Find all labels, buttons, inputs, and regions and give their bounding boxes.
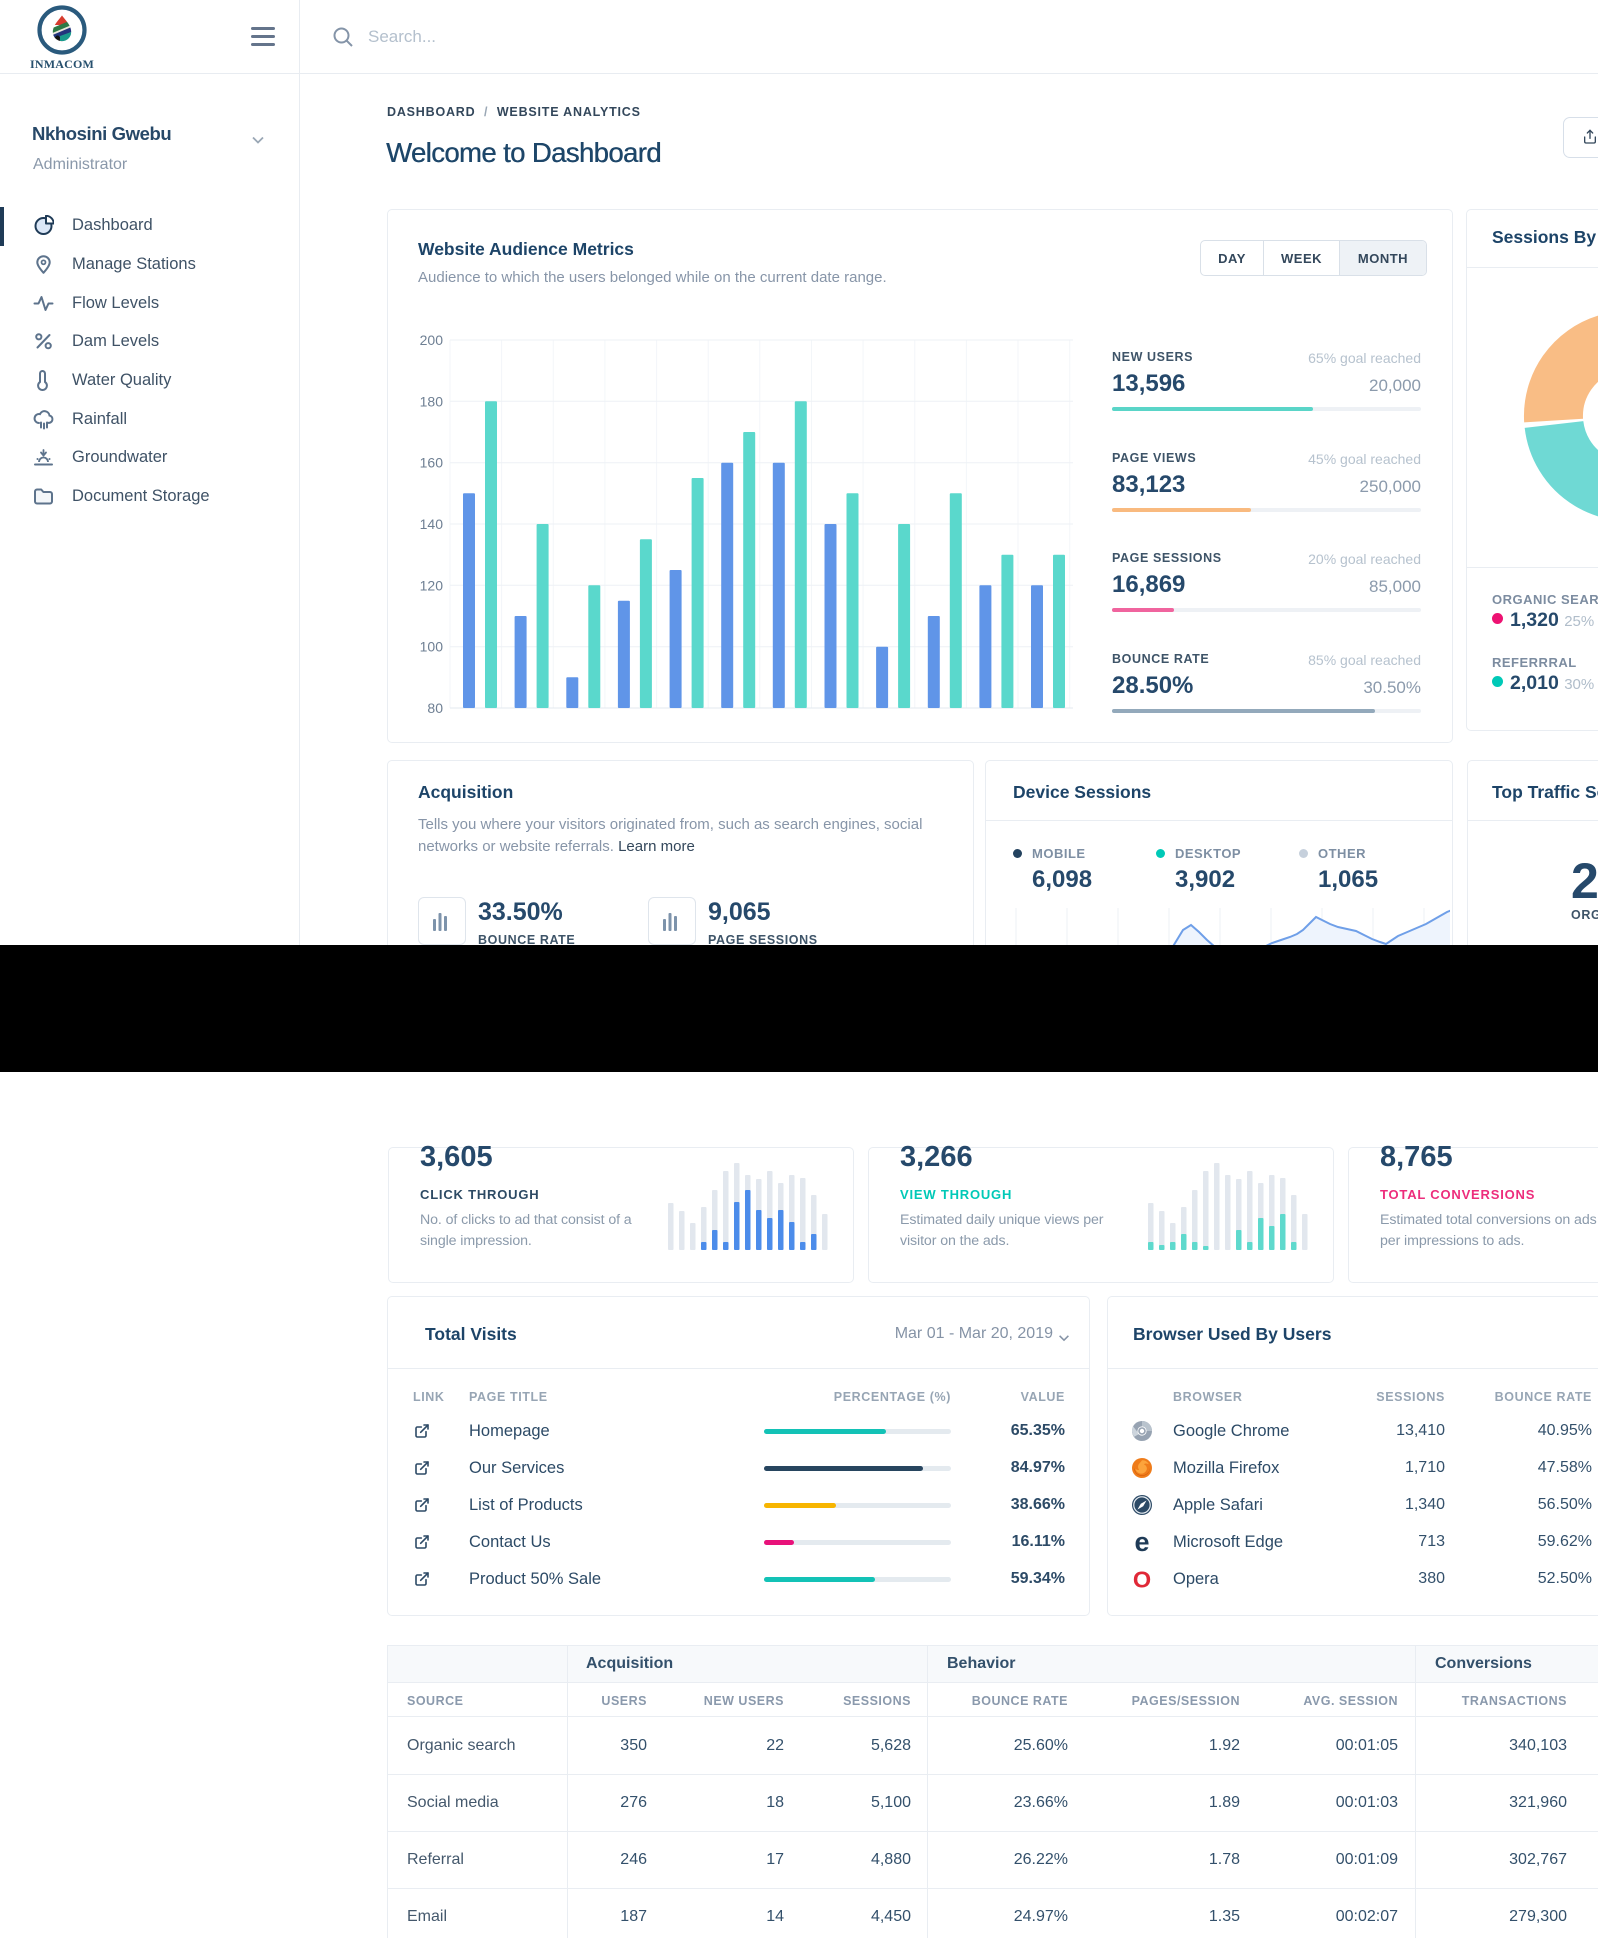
svg-text:O: O — [1133, 1568, 1151, 1590]
svg-text:160: 160 — [420, 455, 444, 471]
svg-text:200: 200 — [420, 332, 444, 348]
svg-text:140: 140 — [420, 516, 444, 532]
svg-text:180: 180 — [420, 393, 444, 409]
svg-text:120: 120 — [420, 577, 444, 593]
svg-text:100: 100 — [420, 639, 444, 655]
svg-text:80: 80 — [427, 700, 443, 716]
svg-text:e: e — [1134, 1531, 1149, 1553]
